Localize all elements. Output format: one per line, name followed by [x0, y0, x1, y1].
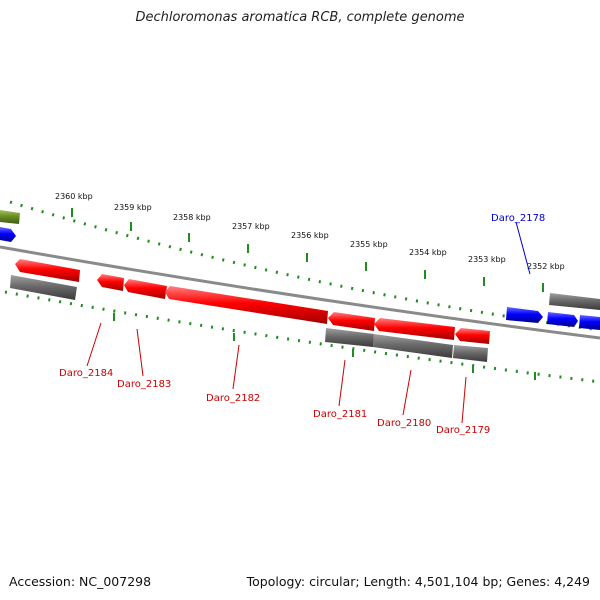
label-daro-2179: Daro_2179	[436, 425, 490, 436]
map-title: Dechloromonas aromatica RCB, complete ge…	[135, 10, 465, 25]
gene-daro-2181	[328, 312, 375, 331]
gene-green-arrow	[0, 210, 20, 224]
scale-label-2354: 2354 kbp	[409, 248, 447, 257]
label-daro-2182: Daro_2182	[206, 393, 260, 404]
scale-label-2353: 2353 kbp	[468, 255, 506, 264]
gene-daro-2183	[97, 274, 124, 291]
gene-daro-2180	[374, 318, 455, 340]
gene-daro-2178	[506, 307, 543, 323]
gene-daro-2184	[15, 259, 80, 282]
accession-label: Accession: NC_007298	[9, 574, 152, 589]
gene-blue-arrow-right-2	[579, 315, 600, 330]
gene-daro-2179	[455, 328, 490, 344]
label-daro-2181: Daro_2181	[313, 409, 367, 420]
label-daro-2184: Daro_2184	[59, 368, 113, 379]
gene-grey-mid-3	[453, 345, 488, 362]
scale-inner-ticks	[113, 313, 536, 380]
scale-label-2359: 2359 kbp	[114, 203, 152, 212]
scale-label-2360: 2360 kbp	[55, 192, 93, 201]
gene-grey-right	[549, 293, 600, 310]
scale-label-2357: 2357 kbp	[232, 222, 270, 231]
gene-daro-2183b	[124, 279, 167, 299]
scale-arc-inner	[4, 290, 600, 384]
label-daro-2180: Daro_2180	[377, 418, 431, 429]
scale-label-2352: 2352 kbp	[527, 262, 565, 271]
label-leader-blue	[515, 221, 531, 275]
scale-label-2355: 2355 kbp	[350, 240, 388, 249]
label-leaders-red	[86, 322, 467, 424]
label-daro-2183: Daro_2183	[117, 379, 171, 390]
gene-daro-2182	[165, 286, 328, 324]
label-daro-2178: Daro_2178	[491, 213, 545, 224]
genome-summary: Topology: circular; Length: 4,501,104 bp…	[246, 574, 590, 589]
gene-grey-left	[10, 275, 77, 300]
genome-backbone	[0, 245, 600, 340]
gene-grey-mid-2	[373, 334, 453, 358]
scale-label-2356: 2356 kbp	[291, 231, 329, 240]
scale-major-ticks	[71, 208, 544, 292]
gene-grey-mid-1	[325, 328, 374, 347]
gene-blue-arrow-left	[0, 227, 16, 242]
scale-label-2358: 2358 kbp	[173, 213, 211, 222]
gene-blue-arrow-right-1	[547, 312, 578, 327]
